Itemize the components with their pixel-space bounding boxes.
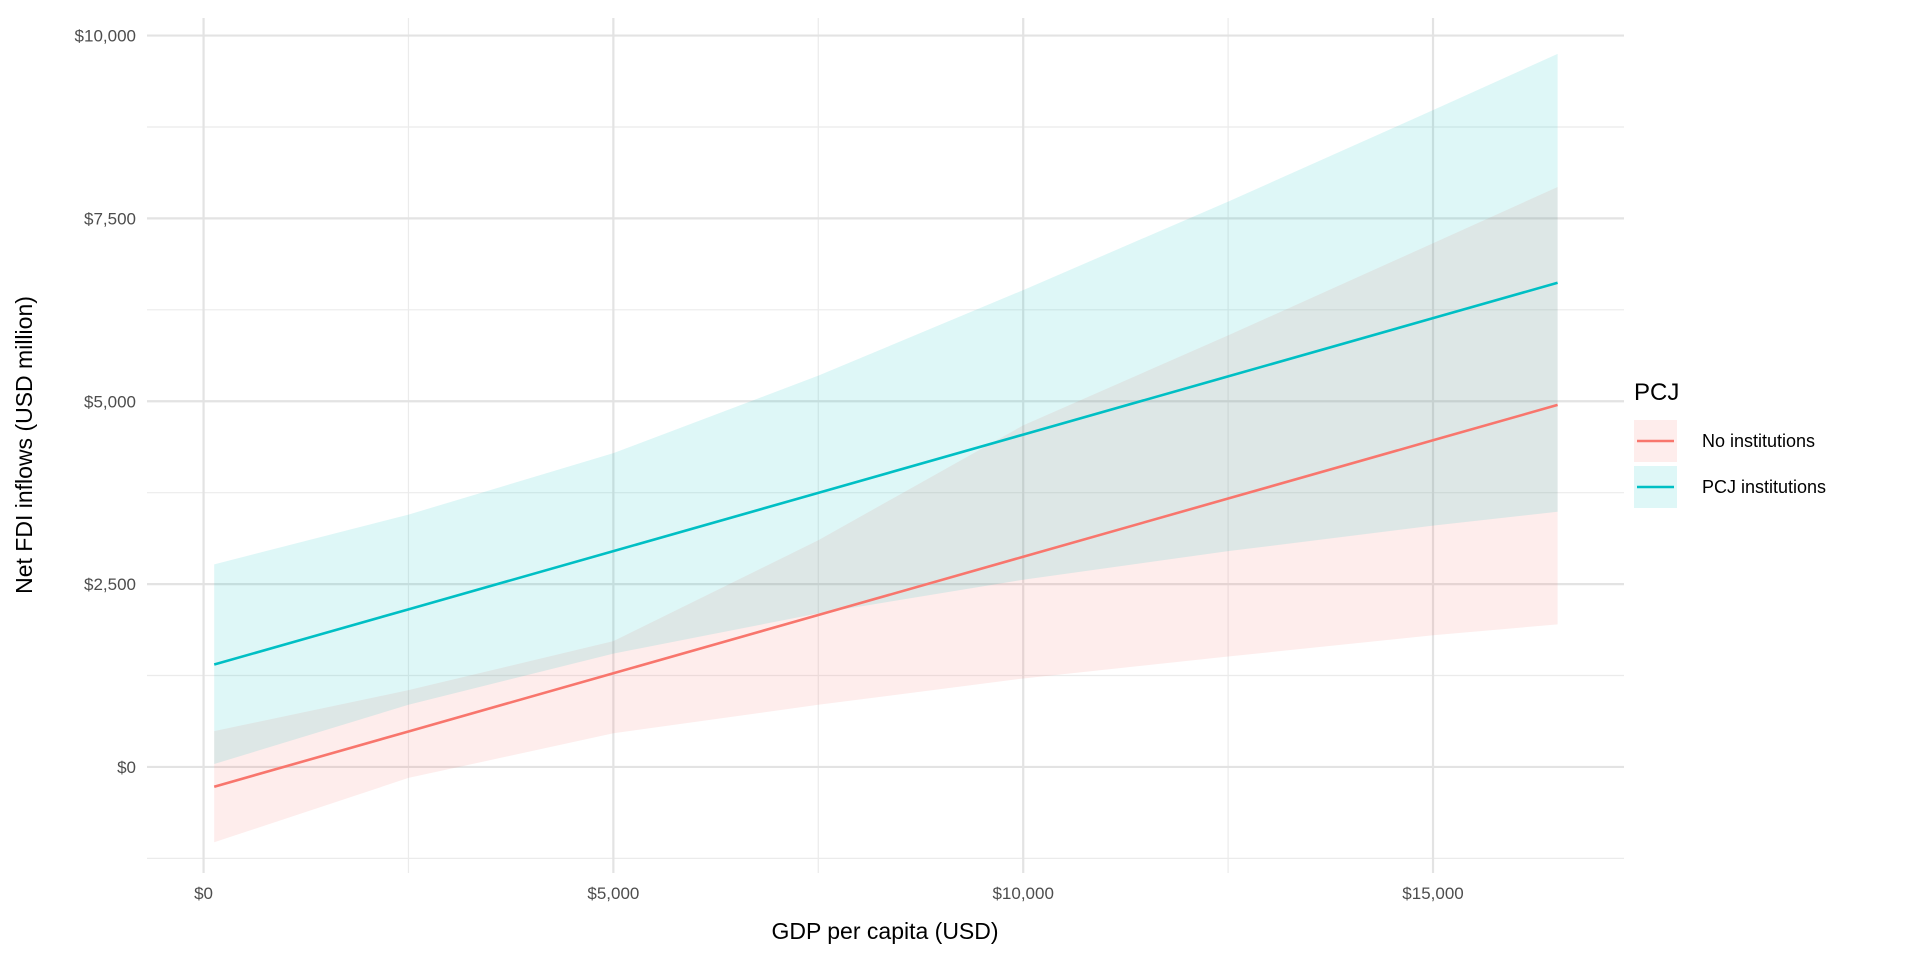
series-lines: [213, 281, 1558, 788]
confidence-bands: [214, 53, 1558, 843]
series-line-1: [213, 281, 1558, 666]
y-tick-label: $7,500: [84, 209, 136, 228]
confidence-band-0: [214, 186, 1558, 843]
legend-item: No institutions: [1634, 420, 1815, 462]
confidence-band-1: [214, 53, 1558, 765]
x-tick-label: $15,000: [1402, 884, 1463, 903]
x-tick-label: $10,000: [992, 884, 1053, 903]
legend-title: PCJ: [1634, 379, 1679, 406]
series-line-0: [213, 403, 1558, 788]
tick-labels: $0 $5,000 $10,000 $15,000 $0 $2,500 $5,000 $7,5…: [75, 27, 1464, 903]
x-axis-title: GDP per capita (USD): [771, 918, 998, 944]
legend: PCJ No institutions PCJ institutions: [1634, 379, 1826, 508]
legend-label: No institutions: [1702, 431, 1815, 451]
y-tick-label: $0: [117, 758, 136, 777]
legend-item: PCJ institutions: [1634, 466, 1826, 508]
x-tick-label: $5,000: [587, 884, 639, 903]
y-tick-label: $2,500: [84, 575, 136, 594]
y-tick-label: $10,000: [75, 27, 136, 46]
y-axis-title: Net FDI inflows (USD million): [11, 296, 37, 594]
y-tick-label: $5,000: [84, 392, 136, 411]
grid: [147, 18, 1624, 873]
x-tick-label: $0: [194, 884, 213, 903]
legend-label: PCJ institutions: [1702, 477, 1826, 497]
